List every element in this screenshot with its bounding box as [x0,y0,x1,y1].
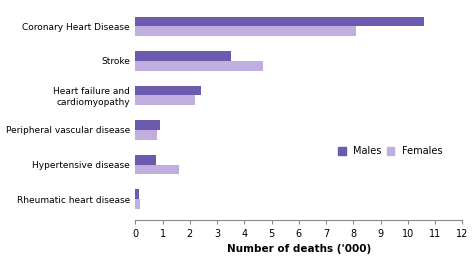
Bar [136,120,160,130]
Bar [136,190,139,199]
Bar [136,61,264,70]
Legend: Males, Females: Males, Females [334,142,447,160]
X-axis label: Number of deaths ('000): Number of deaths ('000) [227,244,371,255]
Bar [136,26,356,36]
Bar [136,155,156,165]
Bar [136,17,424,26]
Bar [136,165,179,174]
Bar [136,51,231,61]
Bar [136,199,140,209]
Bar [136,95,195,105]
Bar [136,86,201,95]
Bar [136,130,157,140]
